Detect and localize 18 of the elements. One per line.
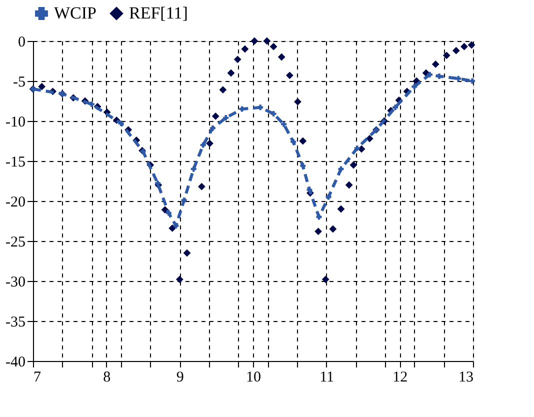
x-tick-label: 7: [34, 370, 42, 386]
x-tick-label: 9: [176, 370, 184, 386]
y-tick-label: -15: [6, 154, 26, 170]
y-tick-label: -25: [6, 234, 26, 250]
y-tick-label: -30: [6, 274, 26, 290]
y-tick-label: -10: [6, 114, 26, 130]
y-tick-label: -40: [6, 354, 26, 370]
x-tick-label: 11: [320, 370, 334, 386]
y-tick-label: -20: [6, 194, 26, 210]
x-tick-label: 12: [392, 370, 408, 386]
x-tick-label: 10: [246, 370, 261, 386]
y-tick-label: -5: [13, 74, 26, 90]
y-tick-label: -35: [6, 314, 26, 330]
y-tick-label: 0: [18, 34, 26, 50]
x-tick-label: 13: [458, 370, 474, 386]
legend-label: WCIP: [54, 4, 96, 23]
legend-label: REF[11]: [129, 4, 188, 23]
x-tick-label: 8: [103, 370, 111, 386]
